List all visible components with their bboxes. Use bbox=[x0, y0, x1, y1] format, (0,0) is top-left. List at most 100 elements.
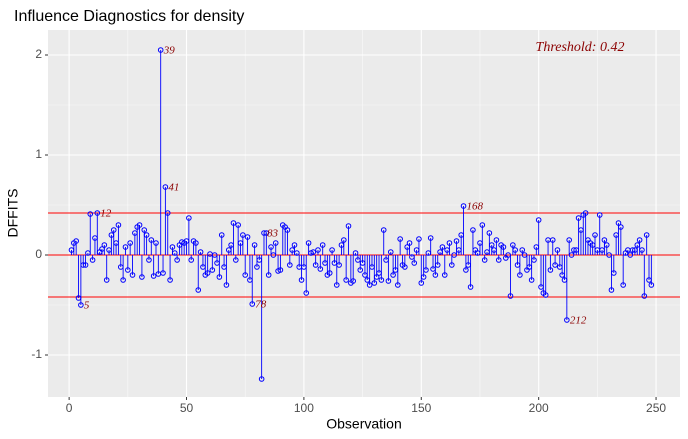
point bbox=[369, 264, 375, 270]
point bbox=[418, 280, 425, 286]
point bbox=[106, 247, 112, 253]
point bbox=[129, 272, 136, 278]
point bbox=[305, 240, 312, 246]
point bbox=[510, 242, 516, 248]
point-label: 5 bbox=[84, 300, 90, 312]
point bbox=[646, 277, 652, 283]
point bbox=[376, 270, 382, 276]
point bbox=[141, 227, 148, 233]
point bbox=[87, 211, 94, 217]
point-label: 12 bbox=[100, 208, 112, 220]
point bbox=[174, 257, 180, 263]
point bbox=[270, 252, 277, 258]
point bbox=[430, 266, 436, 272]
point bbox=[463, 267, 469, 273]
point bbox=[265, 272, 272, 278]
point bbox=[599, 247, 605, 253]
point bbox=[251, 242, 258, 248]
point bbox=[333, 282, 340, 288]
point bbox=[528, 277, 535, 283]
point bbox=[317, 266, 324, 272]
point bbox=[618, 224, 624, 230]
point bbox=[113, 240, 119, 246]
point bbox=[420, 274, 427, 280]
point bbox=[263, 230, 270, 236]
point bbox=[552, 262, 558, 268]
point bbox=[526, 264, 533, 270]
point bbox=[223, 282, 230, 288]
point bbox=[352, 250, 359, 256]
point bbox=[549, 237, 556, 243]
point bbox=[620, 282, 626, 288]
point bbox=[101, 242, 108, 248]
point bbox=[103, 277, 110, 283]
point bbox=[89, 257, 96, 263]
point bbox=[235, 222, 241, 228]
point bbox=[188, 257, 195, 263]
point bbox=[636, 237, 643, 243]
point bbox=[601, 237, 608, 243]
point bbox=[387, 249, 394, 255]
point bbox=[160, 270, 166, 276]
point bbox=[444, 247, 450, 253]
point bbox=[214, 260, 220, 266]
point bbox=[437, 249, 443, 255]
point bbox=[390, 272, 396, 278]
point bbox=[143, 232, 150, 238]
point bbox=[291, 242, 298, 248]
point bbox=[439, 244, 446, 250]
point-label: 41 bbox=[168, 182, 179, 194]
point bbox=[575, 215, 582, 221]
point bbox=[80, 262, 87, 268]
point bbox=[108, 232, 115, 238]
point bbox=[171, 250, 178, 256]
point bbox=[533, 244, 540, 250]
point bbox=[542, 292, 549, 298]
point bbox=[162, 184, 169, 190]
point bbox=[582, 210, 589, 216]
point bbox=[507, 293, 514, 299]
point bbox=[521, 252, 528, 258]
point bbox=[169, 244, 176, 250]
point bbox=[627, 252, 634, 258]
point bbox=[343, 277, 349, 283]
point bbox=[183, 238, 190, 244]
point bbox=[336, 262, 342, 268]
y-tick-label: -1 bbox=[31, 347, 42, 361]
point bbox=[110, 227, 117, 233]
point bbox=[254, 264, 260, 270]
point bbox=[561, 277, 568, 283]
point bbox=[573, 247, 580, 253]
point bbox=[82, 262, 89, 268]
point bbox=[493, 237, 500, 243]
point bbox=[411, 260, 418, 266]
point bbox=[345, 223, 352, 229]
point bbox=[167, 277, 173, 283]
point bbox=[242, 272, 249, 278]
point bbox=[608, 287, 615, 293]
point bbox=[78, 302, 84, 308]
point bbox=[197, 249, 204, 255]
point bbox=[566, 237, 572, 243]
point bbox=[589, 242, 596, 248]
point bbox=[127, 240, 133, 246]
point bbox=[68, 247, 75, 253]
point bbox=[204, 270, 211, 276]
point bbox=[272, 240, 279, 246]
point bbox=[406, 240, 413, 246]
point bbox=[122, 244, 129, 250]
point bbox=[312, 262, 319, 268]
point bbox=[303, 290, 310, 296]
point bbox=[94, 210, 101, 216]
point bbox=[603, 242, 610, 248]
point bbox=[355, 257, 361, 263]
point bbox=[132, 230, 138, 236]
threshold-annotation: Threshold: 0.42 bbox=[536, 40, 625, 55]
point bbox=[456, 247, 462, 253]
point bbox=[517, 272, 523, 278]
point bbox=[359, 260, 366, 266]
point bbox=[244, 234, 251, 240]
point bbox=[247, 277, 253, 283]
point bbox=[629, 247, 636, 253]
point bbox=[233, 257, 239, 263]
